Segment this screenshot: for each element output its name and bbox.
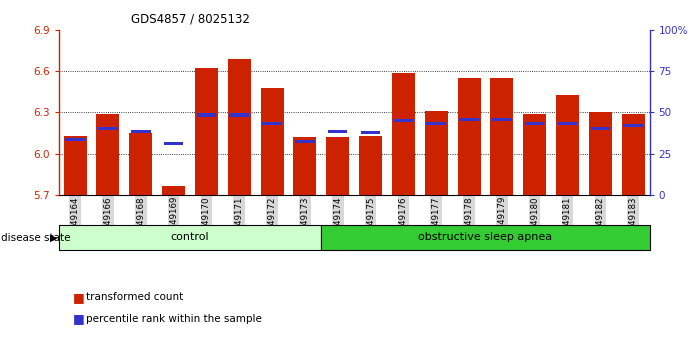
- Bar: [98, 127, 117, 130]
- Bar: [197, 114, 216, 116]
- Bar: [228, 59, 251, 195]
- Bar: [591, 127, 610, 130]
- Bar: [623, 125, 643, 127]
- Bar: [556, 95, 579, 195]
- Bar: [129, 133, 152, 195]
- Bar: [263, 122, 282, 125]
- Text: GDS4857 / 8025132: GDS4857 / 8025132: [131, 12, 250, 25]
- Bar: [326, 137, 349, 195]
- Text: ■: ■: [73, 291, 84, 304]
- Bar: [164, 142, 183, 145]
- Bar: [394, 119, 413, 122]
- Bar: [229, 114, 249, 116]
- Bar: [622, 114, 645, 195]
- Bar: [425, 111, 448, 195]
- Bar: [523, 114, 546, 195]
- Bar: [460, 118, 479, 121]
- Text: disease state: disease state: [1, 233, 71, 243]
- Bar: [558, 122, 577, 125]
- Bar: [195, 69, 218, 195]
- Bar: [131, 130, 151, 133]
- Bar: [491, 78, 513, 195]
- Bar: [162, 187, 185, 195]
- Bar: [361, 131, 380, 135]
- Bar: [59, 225, 321, 250]
- Text: transformed count: transformed count: [86, 292, 184, 302]
- Bar: [392, 73, 415, 195]
- Text: ■: ■: [73, 312, 84, 325]
- Text: percentile rank within the sample: percentile rank within the sample: [86, 314, 263, 324]
- Bar: [359, 136, 382, 195]
- Bar: [589, 113, 612, 195]
- Bar: [97, 114, 120, 195]
- Text: control: control: [171, 232, 209, 242]
- Bar: [66, 138, 85, 141]
- Bar: [328, 130, 348, 133]
- Bar: [457, 78, 480, 195]
- Bar: [321, 225, 650, 250]
- Bar: [294, 137, 316, 195]
- Text: ▶: ▶: [50, 233, 57, 243]
- Bar: [426, 122, 446, 125]
- Bar: [525, 122, 545, 125]
- Bar: [261, 88, 283, 195]
- Bar: [492, 118, 511, 121]
- Bar: [64, 136, 86, 195]
- Text: obstructive sleep apnea: obstructive sleep apnea: [418, 232, 553, 242]
- Bar: [295, 139, 314, 143]
